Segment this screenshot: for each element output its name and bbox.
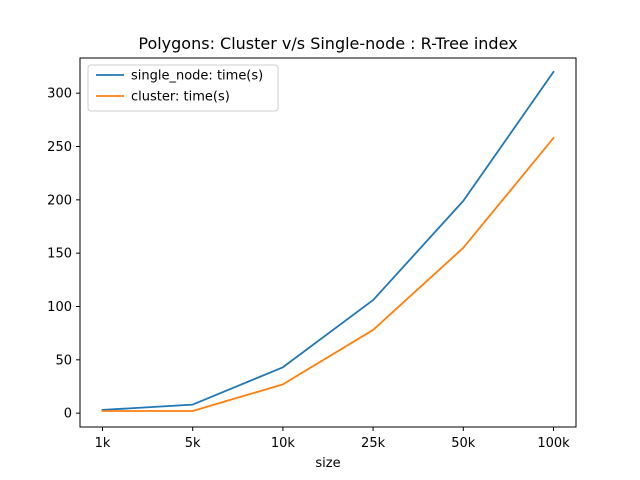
legend-label-0: single_node: time(s) bbox=[131, 69, 263, 84]
x-axis-label: size bbox=[315, 456, 340, 471]
y-tick-label: 0 bbox=[64, 407, 72, 422]
series-line-1 bbox=[101, 136, 555, 412]
legend: single_node: time(s) cluster: time(s) bbox=[87, 64, 279, 112]
y-tick-label: 200 bbox=[47, 193, 72, 208]
x-tick-label: 25k bbox=[361, 436, 386, 451]
x-tick-label: 10k bbox=[271, 436, 296, 451]
legend-label-1: cluster: time(s) bbox=[131, 90, 230, 105]
legend-box bbox=[87, 64, 279, 112]
plot-area bbox=[80, 58, 576, 427]
y-axis: 0 50 100 150 200 250 300 bbox=[47, 87, 80, 422]
x-axis: 1k 5k 10k 25k 50k 100k bbox=[95, 427, 570, 451]
x-tick-label: 100k bbox=[537, 436, 570, 451]
x-tick-label: 1k bbox=[95, 436, 111, 451]
y-tick-label: 150 bbox=[47, 247, 72, 262]
chart-title: Polygons: Cluster v/s Single-node : R-Tr… bbox=[138, 34, 517, 53]
x-tick-label: 50k bbox=[451, 436, 476, 451]
y-tick-label: 300 bbox=[47, 87, 72, 102]
y-tick-label: 250 bbox=[47, 140, 72, 155]
series-line-0 bbox=[101, 70, 555, 411]
plot-frame bbox=[79, 57, 577, 428]
series-layer bbox=[101, 70, 555, 412]
y-tick-label: 100 bbox=[47, 300, 72, 315]
x-tick-label: 5k bbox=[185, 436, 201, 451]
y-tick-label: 50 bbox=[55, 353, 72, 368]
